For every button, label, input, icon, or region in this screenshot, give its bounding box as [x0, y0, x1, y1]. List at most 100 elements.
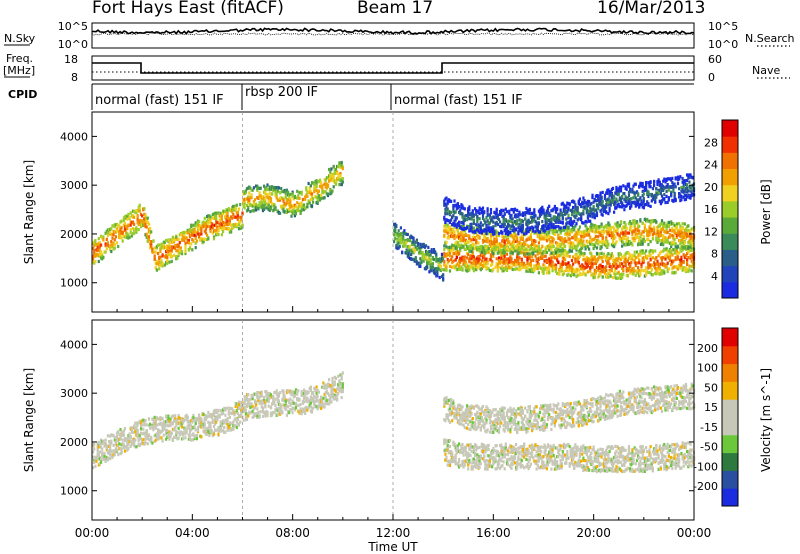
power-cell [684, 270, 688, 274]
power-cell [491, 262, 494, 266]
power-cell [301, 197, 304, 202]
power-cell [561, 217, 564, 221]
power-cell [550, 247, 553, 251]
power-cell [595, 238, 599, 242]
power-cell [573, 268, 576, 272]
power-cell [478, 236, 481, 240]
power-cell [689, 239, 692, 243]
power-cell [445, 245, 448, 249]
power-cell [180, 249, 184, 254]
freq-left-tick-bottom: 8 [71, 71, 78, 84]
power-cell [313, 183, 316, 187]
power-cell [645, 185, 648, 189]
power-cell [515, 228, 518, 232]
power-cell [633, 219, 636, 223]
power-cell [667, 224, 670, 228]
power-cell [206, 233, 209, 237]
power-cell [523, 232, 526, 236]
power-cell [161, 244, 164, 248]
power-cell [553, 256, 556, 260]
power-cell [553, 219, 556, 223]
power-cell [576, 257, 579, 261]
power-cell [607, 203, 610, 207]
power-cell [586, 209, 589, 213]
power-cell [675, 249, 678, 253]
power-cell [145, 232, 148, 236]
power-cell [528, 256, 531, 260]
power-cell [486, 209, 489, 213]
power-cell [646, 254, 649, 258]
velocity-cell [100, 460, 103, 464]
power-cell [484, 264, 487, 269]
power-cell [674, 242, 677, 246]
power-cell [638, 261, 641, 265]
power-cell [463, 255, 466, 259]
power-cell [403, 229, 406, 233]
power-cell [126, 232, 129, 236]
power-cell [545, 271, 548, 275]
power-cell [282, 206, 285, 210]
power-cell [576, 228, 579, 232]
power-cell [279, 211, 282, 215]
power-cell [240, 218, 243, 222]
power-cell [663, 248, 666, 252]
power-cell [610, 266, 613, 270]
power-cell [237, 223, 241, 227]
power-cell [264, 190, 267, 194]
power-cell [641, 237, 644, 241]
power-cell [464, 266, 467, 270]
power-cell [657, 254, 660, 258]
power-cell [678, 177, 681, 181]
power-cell [546, 259, 550, 264]
power-cell [597, 242, 600, 246]
power-cell [641, 230, 644, 234]
power-cell [133, 231, 136, 236]
power-cell [599, 198, 602, 202]
power-cell [690, 265, 693, 269]
power-cell [487, 231, 490, 235]
power-cell [553, 232, 556, 236]
power-cell [605, 202, 608, 207]
power-cell [548, 211, 551, 215]
power-cell [265, 206, 268, 210]
power-cell [586, 228, 589, 232]
power-cell [472, 261, 475, 265]
power-cell [445, 268, 448, 272]
power-cell [416, 261, 420, 266]
power-cell [512, 232, 515, 236]
power-cell [146, 235, 149, 239]
power-cell [419, 248, 422, 252]
power-cell [138, 209, 141, 213]
power-cell [641, 240, 644, 244]
power-cell [671, 253, 674, 257]
power-cell [615, 188, 618, 193]
power-cell [601, 265, 604, 269]
power-cell [618, 233, 621, 237]
power-cell [659, 222, 662, 226]
power-cell [581, 212, 584, 216]
power-cell [328, 179, 331, 183]
power-cell [170, 245, 173, 249]
colorbar-tick-label: 4 [711, 270, 718, 283]
power-cell [619, 198, 623, 202]
power-cell [194, 221, 197, 225]
power-cell [442, 276, 445, 280]
power-cell [647, 270, 650, 275]
power-cell [675, 235, 678, 239]
power-cell [399, 232, 402, 236]
power-cell [198, 220, 201, 224]
power-cell [635, 250, 639, 254]
power-cell [446, 261, 449, 265]
power-cell [605, 275, 608, 279]
power-cell [340, 160, 343, 165]
power-cell [505, 268, 509, 272]
power-cell [663, 197, 666, 201]
power-cell [605, 191, 608, 195]
power-cell [611, 254, 615, 258]
power-cell [450, 199, 453, 203]
power-cell [540, 247, 543, 251]
power-cell [212, 237, 216, 241]
power-cell [497, 217, 501, 222]
power-cell [542, 227, 545, 231]
power-cell [574, 260, 577, 264]
